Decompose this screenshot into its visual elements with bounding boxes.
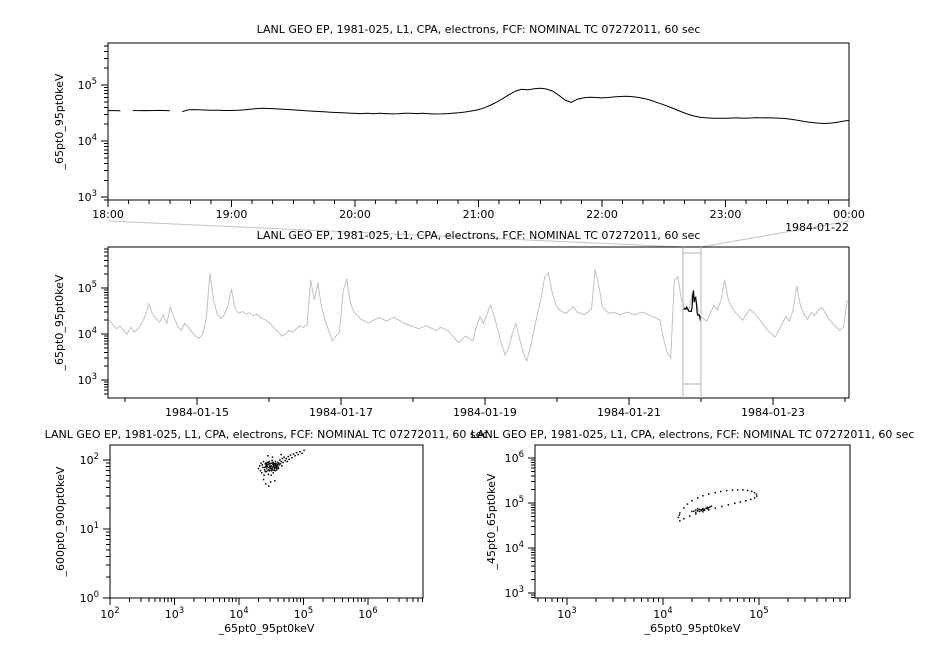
y-axis-label: _65pt0_95pt0keV (53, 274, 66, 371)
x-tick-label: 104 (229, 606, 248, 621)
y-axis-label: _65pt0_95pt0keV (53, 73, 66, 170)
y-tick-label: 103 (78, 189, 97, 204)
plot-title: LANL GEO EP, 1981-025, L1, CPA, electron… (45, 428, 489, 441)
plot-frame[interactable] (107, 246, 850, 399)
time-selection-box[interactable] (682, 247, 702, 398)
scatter-points[interactable] (257, 449, 305, 487)
x-tick-label: 102 (100, 606, 119, 621)
x-tick-label: 1984-01-19 (453, 406, 517, 419)
connector-left (107, 220, 683, 248)
axis-ticks (101, 248, 846, 405)
plot-frame[interactable] (109, 444, 424, 599)
scatter-plot-45-65keV[interactable]: LANL GEO EP, 1981-025, L1, CPA, electron… (471, 428, 915, 635)
context-timeseries-plot[interactable]: LANL GEO EP, 1981-025, L1, CPA, electron… (53, 229, 850, 419)
x-tick-label: 105 (294, 606, 313, 621)
plot-title: LANL GEO EP, 1981-025, L1, CPA, electron… (257, 23, 701, 36)
electron-flux-65-95keV-context[interactable] (108, 269, 848, 363)
y-tick-label: 105 (78, 280, 97, 295)
plot-frame[interactable] (107, 42, 850, 201)
x-tick-label: 1984-01-17 (309, 406, 373, 419)
axis-ticks (101, 45, 850, 207)
top-timeseries-plot[interactable]: LANL GEO EP, 1981-025, L1, CPA, electron… (53, 23, 865, 234)
y-tick-label: 104 (78, 133, 97, 148)
x-tick-label: 1984-01-15 (165, 406, 229, 419)
y-tick-label: 104 (505, 540, 524, 555)
x-tick-label: 106 (358, 606, 377, 621)
y-tick-label: 103 (505, 585, 524, 600)
y-axis-label: _45pt0_65pt0keV (485, 473, 498, 570)
x-tick-label: 105 (749, 606, 768, 621)
y-tick-label: 105 (78, 77, 97, 92)
x-tick-label: 23:00 (710, 208, 742, 221)
y-tick-label: 105 (505, 495, 524, 510)
x-tick-label: 21:00 (463, 208, 495, 221)
y-tick-label: 100 (80, 590, 99, 605)
electron-flux-65-95keV-detail[interactable] (108, 87, 850, 125)
x-axis-label: _65pt0_95pt0keV (218, 622, 315, 635)
connector-right (700, 220, 850, 248)
y-tick-label: 102 (80, 452, 99, 467)
axis-ticks (528, 457, 847, 605)
x-tick-label: 103 (165, 606, 184, 621)
context-date-label: 1984-01-22 (785, 221, 849, 234)
y-axis-label: _600pt0_900pt0keV (54, 466, 67, 577)
x-tick-label: 104 (653, 606, 672, 621)
x-axis-label: _65pt0_95pt0keV (644, 622, 741, 635)
x-tick-label: 18:00 (92, 208, 124, 221)
plot-title: LANL GEO EP, 1981-025, L1, CPA, electron… (257, 229, 701, 242)
x-tick-label: 19:00 (216, 208, 248, 221)
plot-frame[interactable] (534, 444, 851, 599)
x-tick-label: 20:00 (339, 208, 371, 221)
y-tick-label: 101 (80, 521, 99, 536)
x-tick-label: 103 (557, 606, 576, 621)
y-tick-label: 106 (505, 450, 524, 465)
x-tick-label: 22:00 (586, 208, 618, 221)
x-tick-label: 00:00 (833, 208, 865, 221)
y-tick-label: 103 (78, 372, 97, 387)
y-tick-label: 104 (78, 326, 97, 341)
x-tick-label: 1984-01-23 (741, 406, 805, 419)
axis-ticks (103, 459, 423, 605)
context-connectors (107, 220, 850, 248)
x-tick-label: 1984-01-21 (597, 406, 661, 419)
scatter-plot-600-900keV[interactable]: LANL GEO EP, 1981-025, L1, CPA, electron… (45, 428, 489, 635)
scatter-points[interactable] (677, 489, 758, 522)
electron-flux-65-95keV-selected-interval[interactable] (683, 290, 702, 322)
plot-title: LANL GEO EP, 1981-025, L1, CPA, electron… (471, 428, 915, 441)
